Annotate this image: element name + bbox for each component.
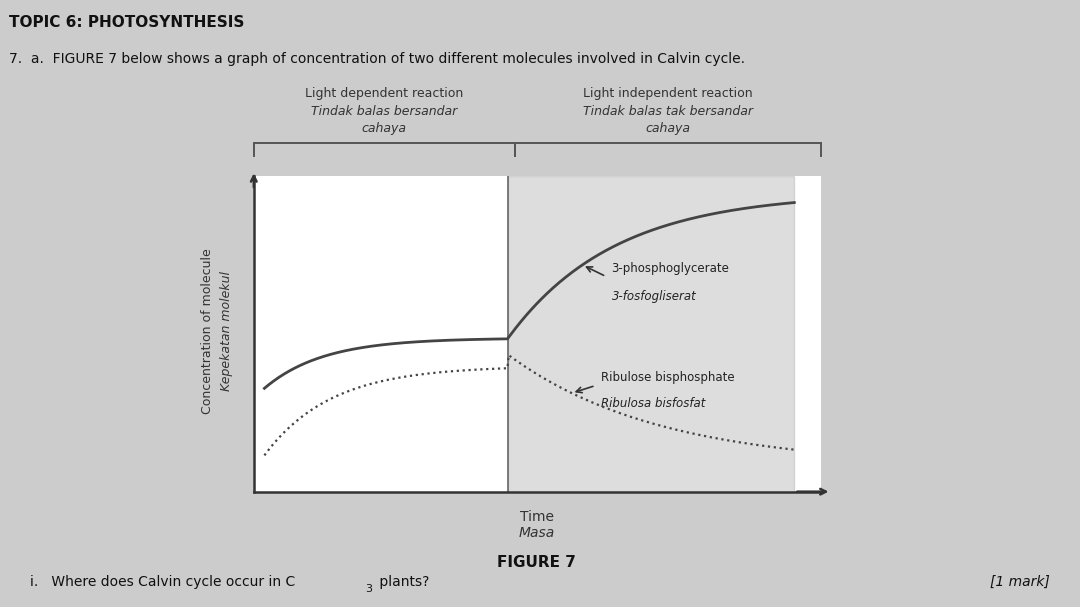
Text: Ribulose bisphosphate: Ribulose bisphosphate [600, 371, 734, 384]
Text: Light independent reaction: Light independent reaction [583, 87, 753, 100]
Text: cahaya: cahaya [645, 123, 690, 135]
Text: i.   Where does Calvin cycle occur in C: i. Where does Calvin cycle occur in C [30, 575, 296, 589]
Text: Time: Time [519, 510, 554, 524]
Text: Kepekatan molekul: Kepekatan molekul [220, 271, 233, 391]
Text: Tindak balas bersandar: Tindak balas bersandar [311, 106, 457, 118]
Text: TOPIC 6: PHOTOSYNTHESIS: TOPIC 6: PHOTOSYNTHESIS [9, 15, 244, 30]
Text: cahaya: cahaya [362, 123, 407, 135]
Text: Light dependent reaction: Light dependent reaction [305, 87, 463, 100]
Text: Masa: Masa [518, 526, 555, 540]
Text: FIGURE 7: FIGURE 7 [497, 555, 577, 571]
Text: 3-phosphoglycerate: 3-phosphoglycerate [611, 262, 729, 275]
Text: plants?: plants? [375, 575, 429, 589]
Text: Concentration of molecule: Concentration of molecule [201, 248, 214, 414]
Bar [509, 176, 794, 492]
Text: Tindak balas tak bersandar: Tindak balas tak bersandar [583, 106, 753, 118]
Text: [1 mark]: [1 mark] [990, 575, 1050, 589]
Text: 3-fosfogliserat: 3-fosfogliserat [611, 290, 697, 303]
Text: Ribulosa bisfosfat: Ribulosa bisfosfat [600, 397, 705, 410]
Text: 7.  a.  FIGURE 7 below shows a graph of concentration of two different molecules: 7. a. FIGURE 7 below shows a graph of co… [9, 52, 744, 66]
Text: 3: 3 [365, 584, 372, 594]
